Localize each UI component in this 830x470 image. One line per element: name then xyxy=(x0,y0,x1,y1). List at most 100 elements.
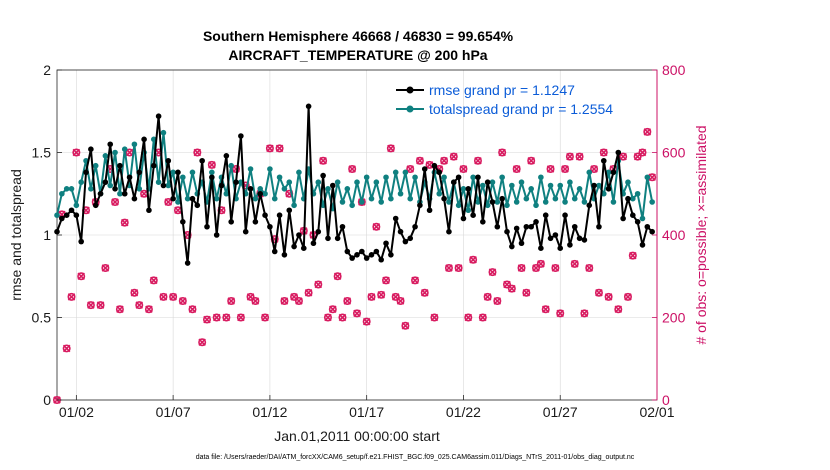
series-point xyxy=(291,243,297,250)
series-point xyxy=(83,169,89,176)
series-point xyxy=(228,219,234,225)
series-point xyxy=(281,186,288,192)
obs-marker xyxy=(111,198,120,207)
series-point xyxy=(73,212,80,218)
series-point xyxy=(68,186,75,192)
series-point xyxy=(644,223,651,230)
series-point xyxy=(528,186,534,192)
obs-marker xyxy=(130,288,139,297)
series-point xyxy=(218,182,225,189)
obs-marker xyxy=(386,144,395,153)
chart-title-line1: Southern Hemisphere 46668 / 46830 = 99.6… xyxy=(203,28,514,44)
series-point xyxy=(610,199,617,205)
series-point xyxy=(267,223,273,230)
series-point xyxy=(189,195,196,202)
obs-marker xyxy=(377,290,386,299)
obs-marker xyxy=(444,263,453,272)
series-point xyxy=(92,202,99,209)
legend: rmse grand pr = 1.1247 totalspread grand… xyxy=(396,82,613,117)
series-point xyxy=(213,195,220,202)
x-tick-label: 01/27 xyxy=(543,404,578,420)
series-point xyxy=(213,232,220,238)
series-point xyxy=(257,190,264,197)
axes: 01/02 01/07 01/12 01/17 01/22 01/27 02/0100.51… xyxy=(32,62,686,420)
series-point xyxy=(378,199,384,205)
series-point xyxy=(63,212,70,218)
series-point xyxy=(489,199,496,205)
obs-marker xyxy=(507,284,516,293)
series-point xyxy=(242,228,249,235)
series-point xyxy=(78,238,84,245)
obs-marker xyxy=(488,268,497,277)
series-point xyxy=(291,202,297,209)
series-point xyxy=(102,179,109,185)
series-point xyxy=(63,186,70,192)
obs-marker xyxy=(561,165,570,174)
series-point xyxy=(470,212,476,218)
obs-marker xyxy=(328,305,337,314)
series-point xyxy=(634,219,641,225)
series-point xyxy=(557,245,564,251)
series-point xyxy=(392,169,399,176)
series-point xyxy=(455,174,462,181)
series-point xyxy=(121,146,128,152)
obs-marker xyxy=(517,263,526,272)
series-point xyxy=(112,149,118,156)
series-point xyxy=(383,174,389,181)
series-point xyxy=(344,186,351,192)
series-point xyxy=(630,195,636,202)
series-point xyxy=(271,248,278,255)
series-point xyxy=(557,182,564,189)
series-point xyxy=(470,174,476,181)
series-point xyxy=(189,169,196,176)
series-point xyxy=(276,174,283,181)
series-point xyxy=(334,235,341,242)
series-point xyxy=(586,169,593,176)
obs-marker xyxy=(212,313,221,322)
obs-marker xyxy=(333,272,342,281)
series-point xyxy=(286,179,293,185)
series-point xyxy=(344,248,351,255)
obs-marker xyxy=(86,301,95,310)
series-point xyxy=(281,252,288,258)
obs-marker xyxy=(67,292,76,301)
series-point xyxy=(150,162,157,169)
obs-marker xyxy=(207,160,216,169)
series-point xyxy=(78,179,84,185)
series-line xyxy=(56,131,654,220)
obs-marker xyxy=(372,222,381,231)
obs-marker xyxy=(265,144,274,153)
series-point xyxy=(475,199,481,205)
series-point xyxy=(625,195,631,202)
obs-marker xyxy=(585,263,594,272)
series-point xyxy=(615,149,622,156)
series-point xyxy=(107,182,114,189)
series-point xyxy=(136,169,143,176)
obs-marker xyxy=(382,276,391,285)
obs-marker xyxy=(522,288,531,297)
series-point xyxy=(465,207,472,214)
obs-marker xyxy=(280,296,289,305)
series-point xyxy=(102,153,109,159)
obs-marker xyxy=(396,296,405,305)
series-point xyxy=(117,190,123,197)
obs-marker xyxy=(367,292,376,301)
x-tick-label: 01/17 xyxy=(349,404,384,420)
series-point xyxy=(247,186,254,192)
series-point xyxy=(160,182,167,189)
series-point xyxy=(354,179,360,185)
series-point xyxy=(276,212,283,218)
line-series xyxy=(54,103,655,266)
series-point xyxy=(552,195,559,202)
legend-label-spread: totalspread grand pr = 1.2554 xyxy=(429,101,613,117)
series-point xyxy=(228,162,234,169)
obs-marker xyxy=(473,156,482,165)
series-point xyxy=(610,169,617,176)
series-point xyxy=(509,182,515,189)
series-point xyxy=(141,136,147,143)
series-point xyxy=(209,174,215,181)
series-point xyxy=(426,207,433,214)
obs-marker xyxy=(638,148,647,157)
obs-marker xyxy=(193,148,202,157)
x-tick-label: 01/07 xyxy=(156,404,191,420)
